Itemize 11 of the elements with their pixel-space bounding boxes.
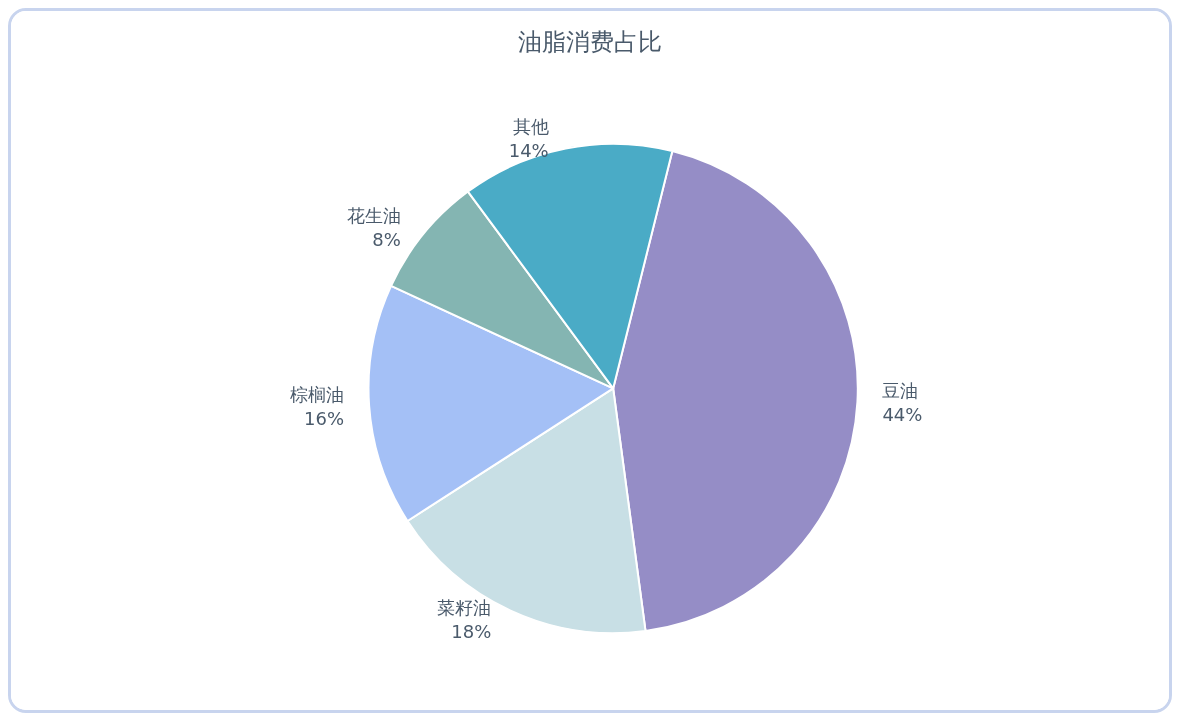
data-label: 44%: [882, 404, 923, 426]
data-label: 18%: [451, 621, 492, 643]
slice-label: 棕榈油: [290, 383, 345, 405]
chart-title: 油脂消费占比: [518, 28, 662, 56]
data-label: 16%: [304, 407, 345, 429]
data-label: 14%: [508, 140, 549, 162]
slice-label: 花生油: [346, 205, 401, 227]
slice-label: 豆油: [882, 380, 919, 402]
slice-label: 其他: [512, 116, 549, 138]
slice-label: 菜籽油: [437, 597, 492, 619]
data-label: 8%: [372, 229, 401, 251]
